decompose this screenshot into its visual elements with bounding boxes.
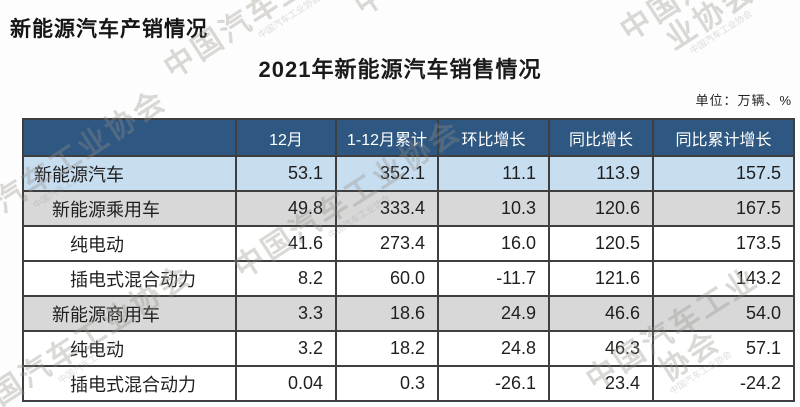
value-cell: 3.2 [235, 330, 337, 367]
value-cell: 11.1 [437, 155, 550, 192]
col-header-4: 同比增长 [548, 118, 654, 157]
value-cell: 352.1 [335, 155, 439, 192]
value-cell: 53.1 [235, 155, 337, 192]
col-header-1: 12月 [235, 118, 337, 157]
table-row: 插电式混合动力 8.2 60.0 -11.7 121.6 143.2 [22, 260, 795, 297]
value-cell: -26.1 [437, 365, 550, 402]
value-cell: 173.5 [652, 225, 795, 262]
value-cell: 0.04 [235, 365, 337, 402]
row-label: 新能源汽车 [22, 155, 237, 192]
value-cell: 333.4 [335, 190, 439, 227]
row-label: 纯电动 [22, 225, 237, 262]
value-cell: 10.3 [437, 190, 550, 227]
value-cell: 120.5 [548, 225, 654, 262]
table-row: 新能源汽车 53.1 352.1 11.1 113.9 157.5 [22, 155, 795, 192]
table-header-row: 12月 1-12月累计 环比增长 同比增长 同比累计增长 [22, 118, 795, 157]
value-cell: 8.2 [235, 260, 337, 297]
slide-title: 2021年新能源汽车销售情况 [258, 57, 542, 82]
row-label: 插电式混合动力 [22, 260, 237, 297]
col-header-empty [22, 118, 237, 157]
value-cell: 23.4 [548, 365, 654, 402]
value-cell: 24.8 [437, 330, 550, 367]
table-row: 插电式混合动力 0.04 0.3 -26.1 23.4 -24.2 [22, 365, 795, 402]
value-cell: 121.6 [548, 260, 654, 297]
col-header-5: 同比累计增长 [652, 118, 795, 157]
unit-note: 单位：万辆、% [695, 93, 792, 108]
value-cell: 24.9 [437, 295, 550, 332]
value-cell: 120.6 [548, 190, 654, 227]
value-cell: 0.3 [335, 365, 439, 402]
value-cell: 273.4 [335, 225, 439, 262]
nev-sales-table: 12月 1-12月累计 环比增长 同比增长 同比累计增长 新能源汽车 53.1 352.1 1… [22, 118, 795, 402]
value-cell: 3.3 [235, 295, 337, 332]
col-header-2: 1-12月累计 [335, 118, 439, 157]
table-row: 纯电动 3.2 18.2 24.8 46.3 57.1 [22, 330, 795, 367]
value-cell: -24.2 [652, 365, 795, 402]
value-cell: 143.2 [652, 260, 795, 297]
table-row: 纯电动 41.6 273.4 16.0 120.5 173.5 [22, 225, 795, 262]
value-cell: 49.8 [235, 190, 337, 227]
value-cell: 18.2 [335, 330, 439, 367]
row-label: 纯电动 [22, 330, 237, 367]
page-heading: 新能源汽车产销情况 [10, 18, 208, 41]
col-header-3: 环比增长 [437, 118, 550, 157]
row-label: 插电式混合动力 [22, 365, 237, 402]
value-cell: 157.5 [652, 155, 795, 192]
row-label: 新能源商用车 [22, 295, 237, 332]
value-cell: 57.1 [652, 330, 795, 367]
value-cell: 113.9 [548, 155, 654, 192]
value-cell: 18.6 [335, 295, 439, 332]
value-cell: 167.5 [652, 190, 795, 227]
value-cell: 41.6 [235, 225, 337, 262]
value-cell: -11.7 [437, 260, 550, 297]
value-cell: 54.0 [652, 295, 795, 332]
value-cell: 16.0 [437, 225, 550, 262]
table-row: 新能源乘用车 49.8 333.4 10.3 120.6 167.5 [22, 190, 795, 227]
table-row: 新能源商用车 3.3 18.6 24.9 46.6 54.0 [22, 295, 795, 332]
value-cell: 46.6 [548, 295, 654, 332]
row-label: 新能源乘用车 [22, 190, 237, 227]
value-cell: 60.0 [335, 260, 439, 297]
value-cell: 46.3 [548, 330, 654, 367]
